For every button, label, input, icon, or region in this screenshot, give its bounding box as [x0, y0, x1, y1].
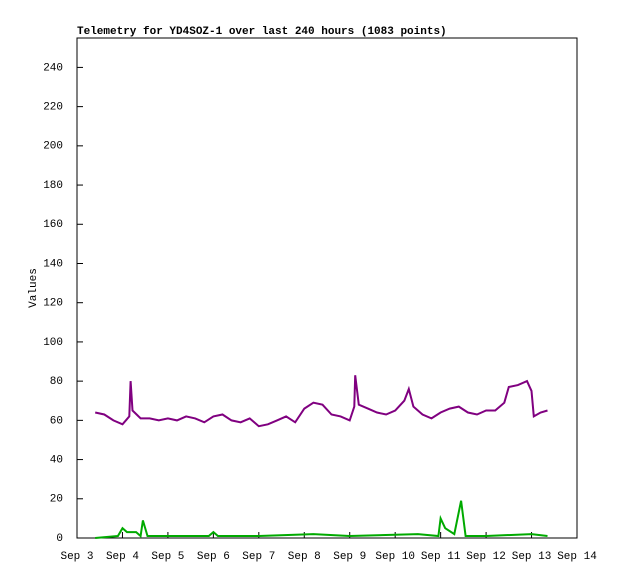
y-tick-label: 120 [43, 298, 63, 310]
y-axis-label: Values [28, 268, 40, 308]
x-tick-label: Sep 10 [375, 551, 415, 563]
y-tick-label: 220 [43, 102, 63, 114]
x-tick-label: Sep 5 [151, 551, 184, 563]
y-tick-label: 40 [50, 454, 63, 466]
y-tick-label: 80 [50, 376, 63, 388]
y-tick-label: 20 [50, 494, 63, 506]
x-tick-label: Sep 14 [557, 551, 597, 563]
x-tick-label: Sep 9 [333, 551, 366, 563]
x-tick-label: Sep 3 [60, 551, 93, 563]
plot-frame [76, 37, 578, 539]
y-tick-label: 140 [43, 258, 63, 270]
y-tick-label: 100 [43, 337, 63, 349]
y-tick-label: 160 [43, 219, 63, 231]
x-tick-label: Sep 13 [512, 551, 552, 563]
y-tick-label: 0 [56, 533, 63, 545]
y-tick-label: 200 [43, 141, 63, 153]
y-tick-label: 240 [43, 62, 63, 74]
x-tick-label: Sep 7 [242, 551, 275, 563]
y-tick-label: 60 [50, 415, 63, 427]
series-line [94, 375, 548, 428]
x-tick-label: Sep 4 [106, 551, 139, 563]
x-tick-label: Sep 11 [421, 551, 461, 563]
x-tick-label: Sep 6 [197, 551, 230, 563]
series-line [95, 500, 548, 539]
y-tick-label: 180 [43, 180, 63, 192]
x-tick-label: Sep 8 [288, 551, 321, 563]
x-tick-label: Sep 12 [466, 551, 506, 563]
chart-title: Telemetry for YD4SOZ-1 over last 240 hou… [77, 26, 447, 38]
